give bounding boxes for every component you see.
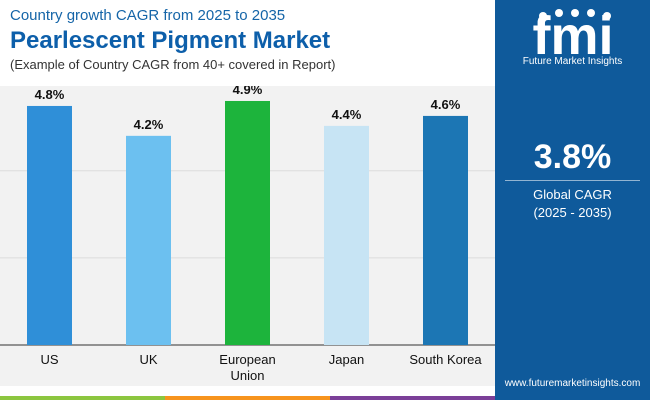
chart-title: Pearlescent Pigment Market <box>10 27 331 54</box>
chart-note: (Example of Country CAGR from 40+ covere… <box>10 57 336 72</box>
x-tick-label: UK <box>139 352 157 367</box>
bar-european-union <box>225 100 270 345</box>
strip-segment <box>330 396 495 400</box>
data-label: 4.6% <box>431 97 461 112</box>
bar-japan <box>324 125 369 345</box>
fmi-logo: fmi <box>533 6 614 66</box>
logo-caption: Future Market Insights <box>522 56 623 67</box>
chart-plot-area: 4.8% US 4.2% UK 4.9% European Union 4.4% Japan 4.… <box>0 86 495 386</box>
chart-header: Country growth CAGR from 2025 to 2035 Pe… <box>0 0 495 78</box>
x-tick-label: Japan <box>329 352 364 367</box>
bar-us <box>27 105 72 346</box>
divider <box>505 180 640 181</box>
x-tick-label: South Korea <box>409 352 482 367</box>
data-label: 4.4% <box>332 107 362 122</box>
x-tick-label: European <box>219 352 275 367</box>
logo-dot-icon <box>603 12 611 20</box>
x-tick-label: US <box>40 352 58 367</box>
strip-segment <box>0 396 165 400</box>
logo-dot-icon <box>539 12 547 20</box>
logo-dot-icon <box>555 9 563 17</box>
x-tick-label: Union <box>231 368 265 383</box>
bar-south-korea <box>423 115 468 345</box>
data-label: 4.9% <box>233 86 263 97</box>
sidebar-panel: fmi Future Market Insights 3.8% Global C… <box>495 0 650 400</box>
data-label: 4.8% <box>35 87 65 102</box>
bar-uk <box>126 135 171 345</box>
global-cagr-label: Global CAGR <box>533 187 612 202</box>
strip-segment <box>165 396 330 400</box>
logo-dot-icon <box>587 9 595 17</box>
logo-dot-icon <box>571 9 579 17</box>
bottom-color-strip <box>0 396 495 400</box>
global-cagr-value: 3.8% <box>533 138 612 176</box>
chart-supertitle: Country growth CAGR from 2025 to 2035 <box>10 7 286 24</box>
global-cagr-period: (2025 - 2035) <box>533 205 612 220</box>
website-url: www.futuremarketinsights.com <box>504 378 641 389</box>
data-label: 4.2% <box>134 117 164 132</box>
